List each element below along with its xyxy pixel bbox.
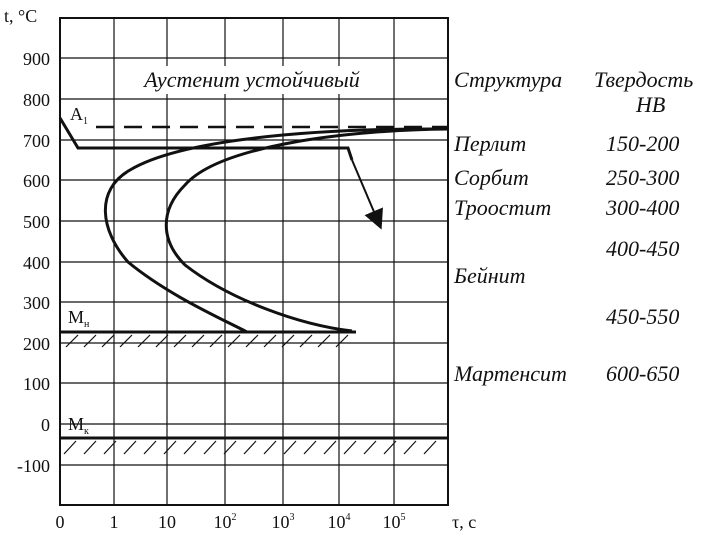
transformation-end-curve xyxy=(164,127,449,333)
header-structure: Структура xyxy=(454,67,562,92)
structure-hardness-table: Структура Твердость HB Перлит 150-200 Со… xyxy=(453,67,693,386)
hardness-cell: 300-400 xyxy=(605,195,679,220)
a1-label: A1 xyxy=(70,104,88,127)
hardness-cell: 400-450 xyxy=(606,236,679,261)
hardness-cell: 250-300 xyxy=(606,165,679,190)
mk-label: Mк xyxy=(68,414,89,437)
y-tick-label: 900 xyxy=(23,49,50,69)
x-tick-label: 10 xyxy=(158,512,176,532)
region-label-backing xyxy=(118,66,386,94)
y-tick-label: 200 xyxy=(23,334,50,354)
structure-cell: Сорбит xyxy=(454,165,529,190)
y-tick-label: 700 xyxy=(23,131,50,151)
x-tick-label: 1 xyxy=(110,512,119,532)
cooling-arrow xyxy=(351,159,383,230)
y-axis-label: t, °C xyxy=(4,6,37,26)
hardness-cell: 150-200 xyxy=(606,131,679,156)
y-tick-label: 400 xyxy=(23,253,50,273)
region-label: Аустенит устойчивый xyxy=(142,67,360,92)
y-tick-label: 500 xyxy=(23,212,50,232)
y-tick-label: 300 xyxy=(23,293,50,313)
structure-cell: Бейнит xyxy=(453,263,526,288)
hardness-cell: 450-550 xyxy=(606,304,679,329)
x-axis-label: τ, с xyxy=(452,512,476,532)
x-tick-label: 102 xyxy=(214,512,237,532)
hardness-cell: 600-650 xyxy=(606,361,679,386)
x-tick-label: 105 xyxy=(383,512,406,532)
y-tick-label: 0 xyxy=(41,415,50,435)
x-tick-label: 0 xyxy=(56,512,65,532)
mk-hatch xyxy=(63,440,437,455)
cooling-curve xyxy=(58,117,354,161)
structure-cell: Мартенсит xyxy=(453,361,567,386)
y-tick-label: -100 xyxy=(17,456,50,476)
y-tick-label: 600 xyxy=(23,171,50,191)
mn-hatch xyxy=(65,334,349,348)
structure-cell: Перлит xyxy=(453,131,526,156)
grid xyxy=(60,18,448,505)
transformation-start-curve xyxy=(103,127,449,334)
y-tick-label: 800 xyxy=(23,90,50,110)
y-axis-ticks: 900 800 700 600 500 400 300 200 100 0 -1… xyxy=(17,49,50,476)
header-hardness: Твердость xyxy=(594,67,693,92)
structure-cell: Троостит xyxy=(454,195,551,220)
mn-label: Mн xyxy=(68,307,90,330)
header-hardness-unit: HB xyxy=(635,92,665,117)
y-tick-label: 100 xyxy=(23,374,50,394)
x-axis-ticks: 0 1 10 102 103 104 105 xyxy=(56,512,406,532)
x-tick-label: 104 xyxy=(328,512,351,532)
x-tick-label: 103 xyxy=(272,512,295,532)
